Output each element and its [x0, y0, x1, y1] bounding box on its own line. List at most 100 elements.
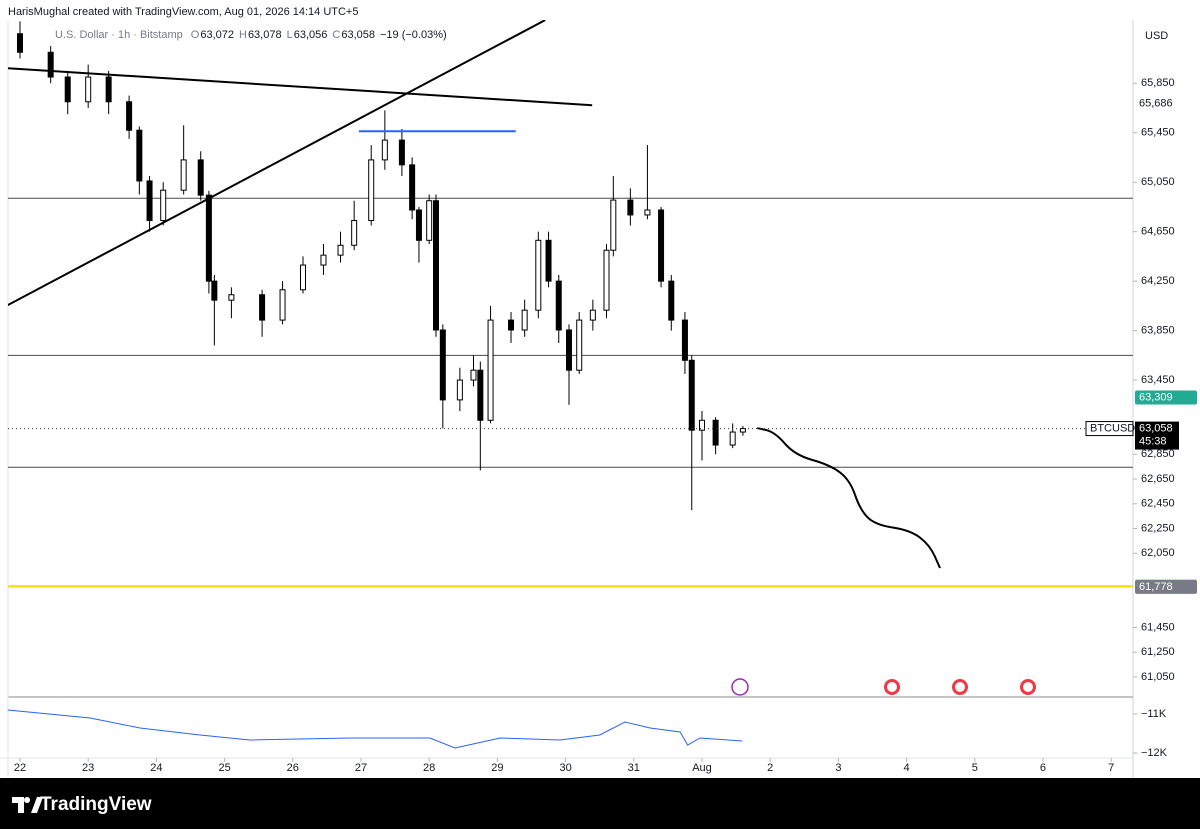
candle-body — [279, 289, 286, 321]
x-tick-label: 28 — [423, 762, 435, 774]
x-tick-label: Aug — [692, 762, 712, 774]
candle-body — [644, 209, 651, 216]
legend-key: C — [332, 29, 340, 41]
x-tick-label: 4 — [904, 762, 910, 774]
trendline — [8, 20, 546, 307]
price-tag — [1135, 390, 1197, 405]
candle-body — [508, 319, 515, 331]
x-tick-label: 3 — [835, 762, 841, 774]
candle-body — [433, 200, 440, 331]
candle-body — [658, 209, 665, 282]
countdown-label: 45:38 — [1139, 435, 1167, 447]
event-icon-inner — [1023, 682, 1033, 692]
candle-body — [146, 180, 153, 222]
price-tag — [1135, 579, 1197, 594]
x-tick-label: 27 — [355, 762, 367, 774]
candle-body — [698, 419, 705, 431]
y-tick-label: 62,250 — [1141, 522, 1175, 534]
y-tick-label: 62,050 — [1141, 547, 1175, 559]
price-tag — [1135, 96, 1197, 111]
legend-value: 63,072 — [200, 29, 234, 41]
event-icon[interactable] — [731, 678, 749, 696]
candle-body — [351, 220, 358, 246]
candle-body — [565, 329, 572, 371]
header: HarisMughal created with TradingView.com… — [8, 6, 358, 18]
brand-logo — [12, 797, 43, 813]
y-tick-label: 62,850 — [1141, 448, 1175, 460]
x-tick-label: 25 — [218, 762, 230, 774]
x-tick-label: 31 — [628, 762, 640, 774]
indicator-line — [7, 709, 743, 749]
projection-line — [757, 427, 941, 569]
candle-body — [105, 76, 112, 103]
candle-body — [477, 369, 484, 421]
x-tick-label: 26 — [287, 762, 299, 774]
price-tag-label: 63,309 — [1139, 391, 1173, 403]
legend-value: 63,078 — [248, 29, 282, 41]
y-tick-label: 64,650 — [1141, 226, 1175, 238]
candle-body — [426, 200, 433, 241]
y-tick-label: 61,250 — [1141, 646, 1175, 658]
candle-body — [456, 379, 463, 401]
y-tick-label: 61,450 — [1141, 621, 1175, 633]
candle-body — [470, 369, 477, 381]
y-tick-label: 65,450 — [1141, 127, 1175, 139]
trendline — [8, 67, 593, 107]
candle-body — [197, 159, 204, 196]
candle-body — [47, 51, 54, 78]
candle-body — [712, 419, 719, 446]
last-price-tag — [1135, 421, 1179, 450]
candle-body — [160, 189, 167, 222]
symbol-tag-label: BTCUSD — [1090, 422, 1135, 434]
candle-body — [627, 199, 634, 216]
x-tick-label: 29 — [491, 762, 503, 774]
candle-body — [64, 76, 71, 103]
y-tick-label: 64,250 — [1141, 275, 1175, 287]
indicator-tick-label: −11K — [1141, 708, 1167, 720]
x-tick-label: 30 — [559, 762, 571, 774]
candle-body — [610, 199, 617, 251]
currency[interactable]: USD — [1145, 30, 1168, 42]
candle-body — [381, 139, 388, 161]
indicator-tick-label: −12K — [1141, 747, 1168, 759]
legend-change: −19 (−0.03%) — [380, 29, 447, 41]
x-tick-label: 5 — [972, 762, 978, 774]
candle-body — [136, 129, 143, 182]
last-price-label: 63,058 — [1139, 422, 1173, 434]
x-tick-label: 24 — [150, 762, 162, 774]
event-icon-inner — [887, 682, 897, 692]
y-tick-label: 63,450 — [1141, 374, 1175, 386]
candle-body — [126, 101, 133, 131]
main-pane — [8, 20, 1133, 588]
y-tick-label: 62,650 — [1141, 473, 1175, 485]
legend-key: H — [239, 29, 247, 41]
candle-body — [16, 33, 23, 53]
candle-body — [259, 294, 266, 321]
event-icon-inner — [955, 682, 965, 692]
price-tag-label: 65,686 — [1139, 97, 1173, 109]
symbol-tag — [1085, 421, 1134, 437]
x-tick-label: 6 — [1040, 762, 1046, 774]
candle-body — [589, 309, 596, 321]
legend-key: O — [191, 29, 200, 41]
legend-symbol: U.S. Dollar · 1h · Bitstamp — [55, 29, 183, 41]
candle-body — [555, 280, 562, 331]
candle-body — [545, 239, 552, 282]
price-tag-label: 61,778 — [1139, 581, 1173, 593]
candle-body — [409, 164, 416, 211]
y-tick-label: 65,850 — [1141, 77, 1175, 89]
candle-body — [535, 239, 542, 311]
x-tick-label: 7 — [1108, 762, 1114, 774]
candle-body — [300, 264, 307, 291]
candle-body — [576, 319, 583, 371]
candle-body — [415, 209, 422, 241]
candle-body — [603, 249, 610, 311]
legend-value: 63,056 — [294, 29, 328, 41]
candle-body — [368, 159, 375, 222]
legend-key: L — [287, 29, 293, 41]
candle-body — [320, 254, 327, 266]
x-tick-label: 2 — [767, 762, 773, 774]
candle-body — [398, 139, 405, 166]
candle-body — [85, 76, 92, 103]
